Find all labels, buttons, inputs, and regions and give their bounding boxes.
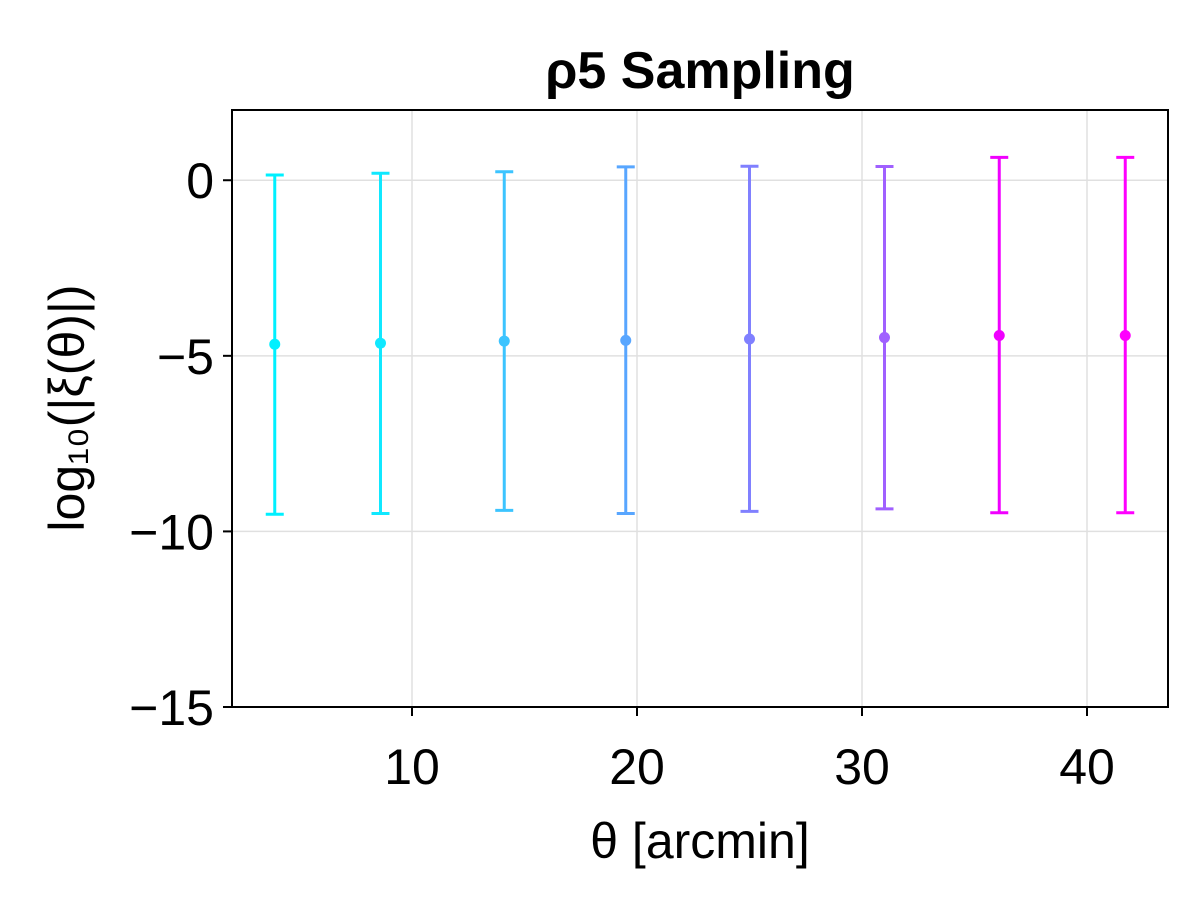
data-point-group: [616, 165, 635, 516]
y-tick-label: −5: [157, 329, 214, 385]
data-point-group: [990, 155, 1009, 515]
data-point: [620, 334, 632, 346]
data-point: [993, 329, 1005, 341]
x-axis-label: θ [arcmin]: [590, 813, 810, 869]
data-point: [744, 333, 755, 345]
x-tick-label: 10: [384, 739, 440, 795]
grid: [232, 110, 1168, 708]
chart-title: ρ5 Sampling: [545, 42, 855, 100]
data-point: [1119, 329, 1131, 341]
data-point-group: [371, 171, 390, 516]
x-tick-label: 20: [609, 739, 665, 795]
y-axis-label: log₁₀(|ξ(θ)|): [39, 284, 95, 531]
data-point: [269, 338, 281, 350]
y-tick-label: −15: [129, 680, 214, 736]
data-point: [879, 332, 890, 344]
data-point-group: [265, 173, 284, 516]
axis-ticks: 10 20 30 40 0 −5 −10 −15: [129, 153, 1115, 795]
y-tick-label: −10: [129, 504, 214, 560]
data-point-group: [875, 165, 894, 511]
plot-frame: [231, 109, 1169, 708]
x-tick-label: 40: [1059, 739, 1115, 795]
data-point-group: [495, 170, 514, 512]
data-point: [375, 337, 386, 349]
data-series: [265, 155, 1135, 516]
y-tick-label: 0: [186, 153, 214, 209]
data-point: [498, 335, 510, 347]
data-point-group: [1116, 155, 1135, 515]
plot-area: [232, 110, 1168, 707]
data-point-group: [740, 164, 759, 513]
x-tick-label: 30: [834, 739, 890, 795]
